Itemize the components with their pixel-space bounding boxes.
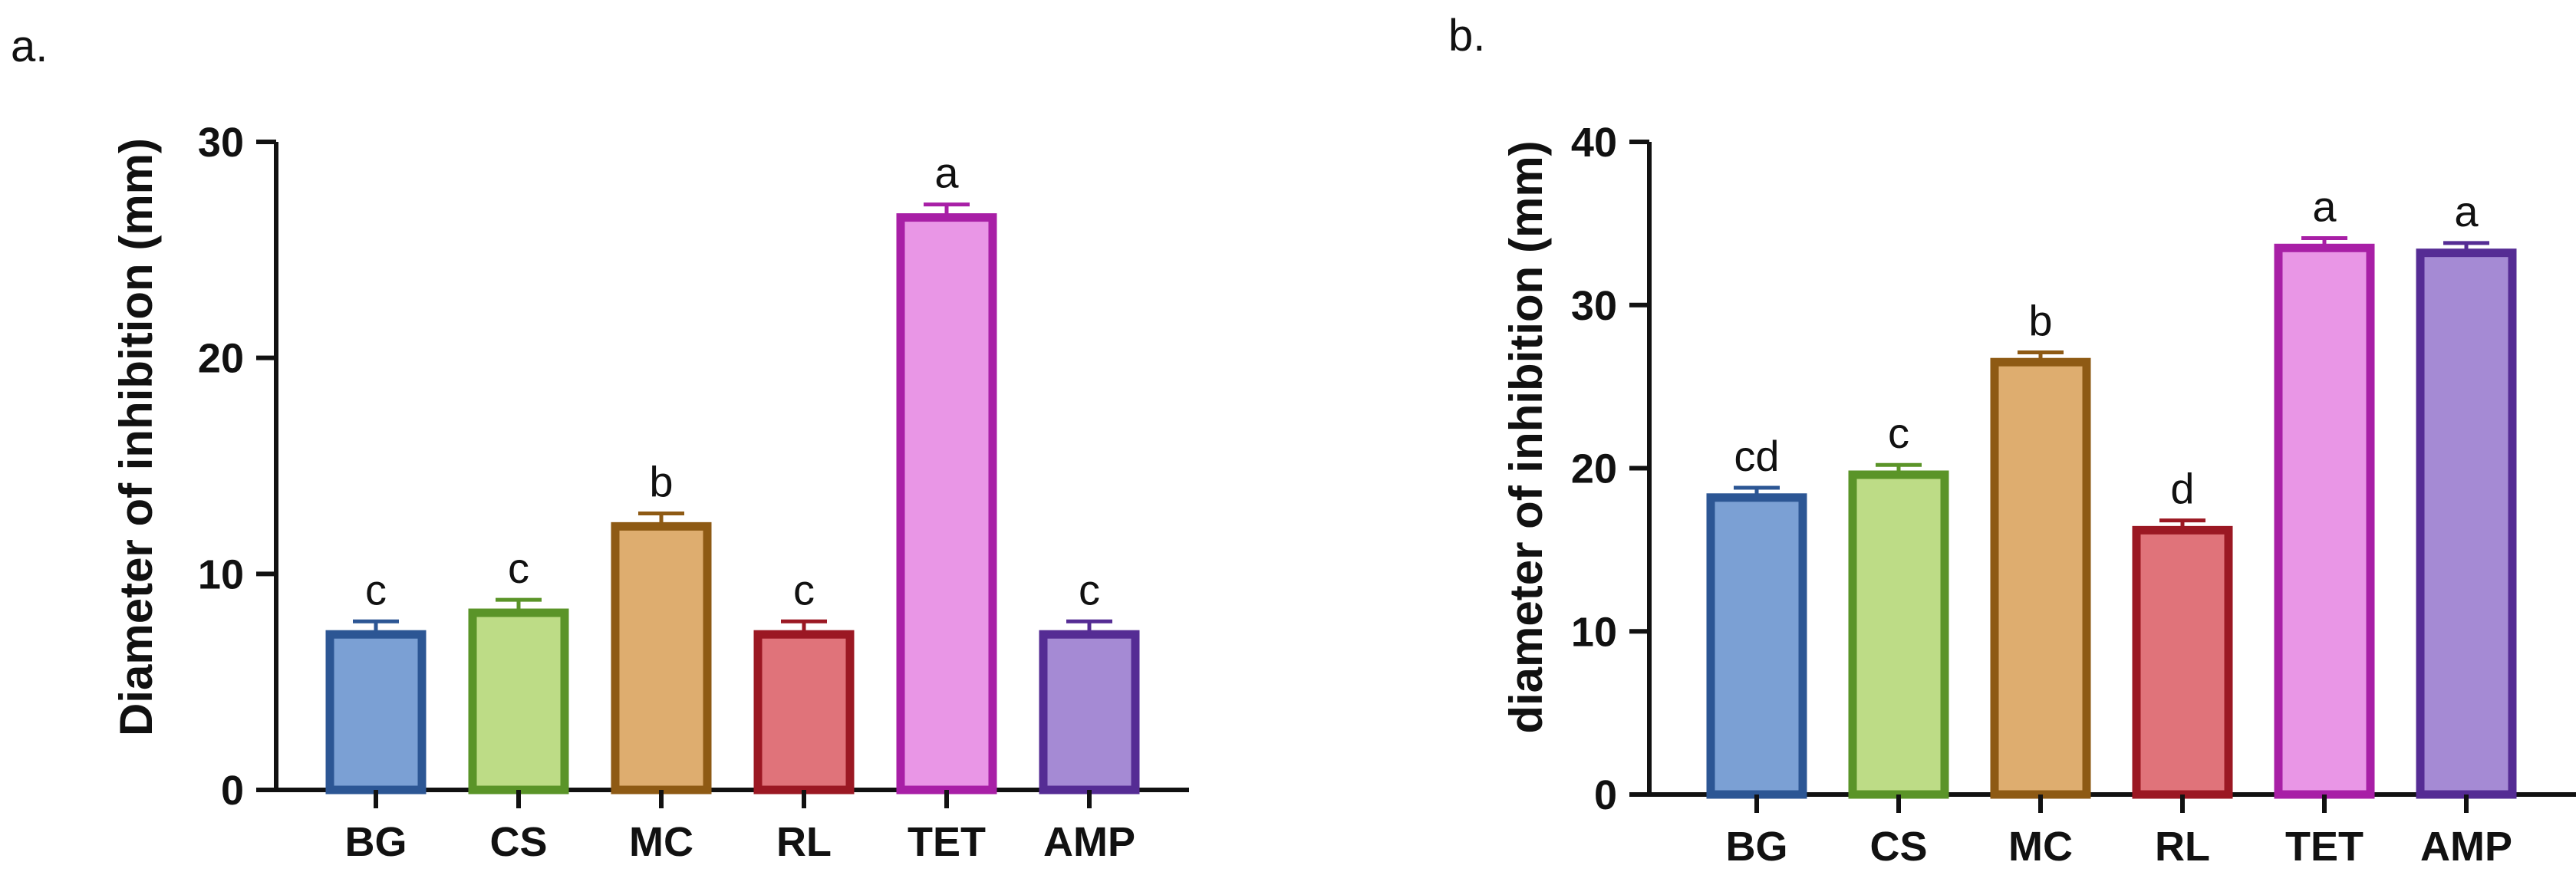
bar-amp-a bbox=[1039, 630, 1140, 795]
x-tick-label-b: TET bbox=[2285, 824, 2364, 870]
bar-amp-b bbox=[2416, 248, 2517, 799]
y-tick-label-a: 20 bbox=[198, 336, 244, 382]
significance-label-b: cd bbox=[1734, 432, 1779, 480]
chart-panel-b: b. diameter of inhibition (mm) 0 10 20 30 40… bbox=[1448, 11, 2576, 870]
y-tick-label-a: 0 bbox=[221, 768, 244, 814]
x-tick-label-b: MC bbox=[2008, 824, 2073, 870]
bar-cs-a bbox=[468, 608, 569, 795]
y-tick-label-b: 40 bbox=[1571, 120, 1617, 166]
x-tick-label-a: AMP bbox=[1043, 819, 1135, 865]
chart-panel-a: a. Diameter of inhibition (mm) 0 10 20 30 BG… bbox=[11, 21, 1189, 865]
bar-cs-b bbox=[1848, 470, 1949, 799]
y-tick-label-b: 0 bbox=[1594, 772, 1617, 818]
significance-label-a: b bbox=[649, 457, 673, 505]
x-tick-label-b: RL bbox=[2155, 824, 2210, 870]
significance-label-b: c bbox=[1888, 409, 1909, 457]
bar-rl-a bbox=[753, 630, 855, 795]
y-axis-label-b: diameter of inhibition (mm) bbox=[1500, 140, 1552, 733]
bar-bg-b bbox=[1706, 493, 1807, 799]
panel-label-a: a. bbox=[11, 21, 48, 71]
y-axis-label-a: Diameter of inhibition (mm) bbox=[110, 138, 162, 736]
y-tick-label-b: 10 bbox=[1571, 609, 1617, 655]
significance-label-a: c bbox=[365, 565, 387, 614]
x-tick-label-b: CS bbox=[1869, 824, 1927, 870]
x-tick-label-b: AMP bbox=[2420, 824, 2512, 870]
significance-label-a: a bbox=[934, 149, 959, 197]
x-tick-label-b: BG bbox=[1726, 824, 1788, 870]
bar-rl-b bbox=[2132, 525, 2233, 799]
x-tick-label-a: RL bbox=[776, 819, 832, 865]
significance-label-b: a bbox=[2454, 187, 2479, 235]
significance-label-a: c bbox=[1079, 565, 1100, 614]
x-tick-label-a: MC bbox=[629, 819, 693, 865]
panel-label-b: b. bbox=[1448, 11, 1485, 61]
bar-tet-b bbox=[2274, 243, 2375, 799]
x-tick-label-a: CS bbox=[489, 819, 547, 865]
x-tick-label-a: BG bbox=[345, 819, 407, 865]
x-tick-label-a: TET bbox=[908, 819, 986, 865]
significance-label-b: b bbox=[2028, 296, 2052, 344]
significance-label-b: a bbox=[2312, 183, 2337, 231]
y-tick-label-a: 10 bbox=[198, 551, 244, 597]
y-tick-label-a: 30 bbox=[198, 120, 244, 166]
significance-label-a: c bbox=[793, 565, 815, 614]
y-tick-label-b: 20 bbox=[1571, 446, 1617, 492]
significance-label-b: d bbox=[2170, 465, 2194, 513]
bar-bg-a bbox=[325, 630, 427, 795]
bar-mc-b bbox=[1990, 357, 2091, 799]
bar-mc-a bbox=[611, 521, 712, 795]
bar-tet-a bbox=[896, 213, 997, 795]
significance-label-a: c bbox=[508, 544, 529, 592]
y-tick-label-b: 30 bbox=[1571, 283, 1617, 329]
